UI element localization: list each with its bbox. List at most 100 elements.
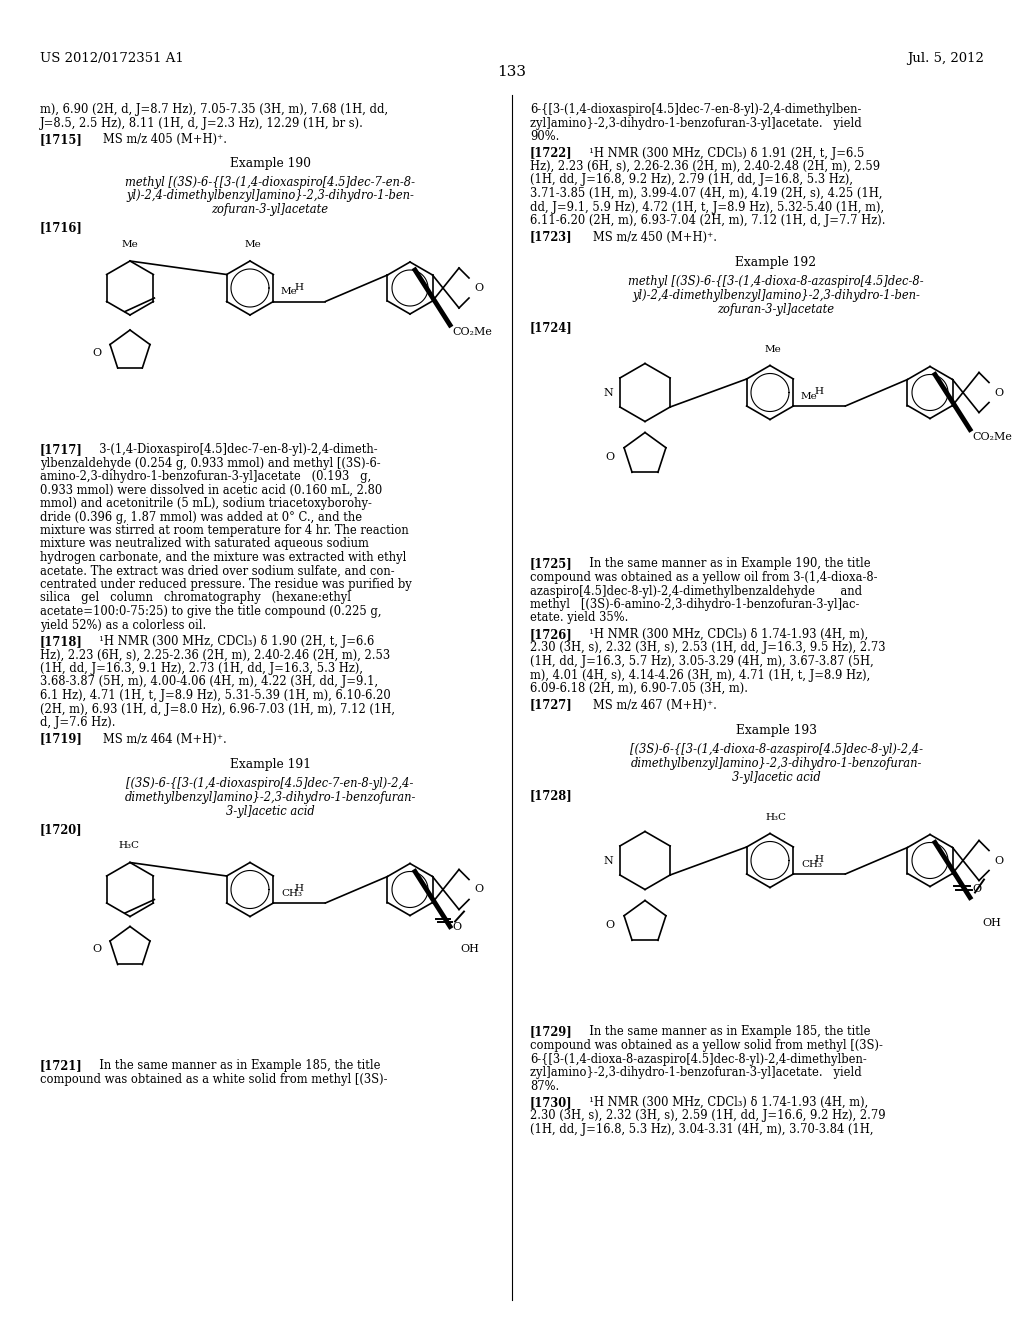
Text: (1H, dd, J=16.8, 9.2 Hz), 2.79 (1H, dd, J=16.8, 5.3 Hz),: (1H, dd, J=16.8, 9.2 Hz), 2.79 (1H, dd, … (530, 173, 853, 186)
Text: 6.11-6.20 (2H, m), 6.93-7.04 (2H, m), 7.12 (1H, d, J=7.7 Hz).: 6.11-6.20 (2H, m), 6.93-7.04 (2H, m), 7.… (530, 214, 886, 227)
Text: acetate. The extract was dried over sodium sulfate, and con-: acetate. The extract was dried over sodi… (40, 565, 394, 578)
Text: O: O (994, 855, 1004, 866)
Text: In the same manner as in Example 185, the title: In the same manner as in Example 185, th… (582, 1026, 870, 1039)
Text: Me: Me (765, 345, 781, 354)
Text: d, J=7.6 Hz).: d, J=7.6 Hz). (40, 715, 116, 729)
Text: methyl [(3S)-6-{[3-(1,4-dioxa-8-azaspiro[4.5]dec-8-: methyl [(3S)-6-{[3-(1,4-dioxa-8-azaspiro… (628, 276, 924, 289)
Text: yield 52%) as a colorless oil.: yield 52%) as a colorless oil. (40, 619, 206, 631)
Text: [1719]: [1719] (40, 733, 83, 746)
Text: O: O (92, 348, 101, 358)
Text: O: O (474, 884, 483, 895)
Text: MS m/z 450 (M+H)⁺.: MS m/z 450 (M+H)⁺. (582, 231, 717, 243)
Text: [1726]: [1726] (530, 628, 572, 642)
Text: Example 192: Example 192 (735, 256, 816, 269)
Text: [1716]: [1716] (40, 222, 83, 235)
Text: H₃C: H₃C (765, 813, 786, 821)
Text: (1H, dd, J=16.3, 5.7 Hz), 3.05-3.29 (4H, m), 3.67-3.87 (5H,: (1H, dd, J=16.3, 5.7 Hz), 3.05-3.29 (4H,… (530, 655, 873, 668)
Text: 2.30 (3H, s), 2.32 (3H, s), 2.53 (1H, dd, J=16.3, 9.5 Hz), 2.73: 2.30 (3H, s), 2.32 (3H, s), 2.53 (1H, dd… (530, 642, 886, 655)
Text: CO₂Me: CO₂Me (452, 327, 492, 337)
Text: [1715]: [1715] (40, 133, 83, 147)
Text: 6.1 Hz), 4.71 (1H, t, J=8.9 Hz), 5.31-5.39 (1H, m), 6.10-6.20: 6.1 Hz), 4.71 (1H, t, J=8.9 Hz), 5.31-5.… (40, 689, 391, 702)
Text: [1727]: [1727] (530, 698, 572, 711)
Text: mixture was stirred at room temperature for 4 hr. The reaction: mixture was stirred at room temperature … (40, 524, 409, 537)
Text: [1725]: [1725] (530, 557, 572, 570)
Text: OH: OH (982, 917, 1000, 928)
Text: acetate=100:0-75:25) to give the title compound (0.225 g,: acetate=100:0-75:25) to give the title c… (40, 605, 382, 618)
Text: m), 6.90 (2H, d, J=8.7 Hz), 7.05-7.35 (3H, m), 7.68 (1H, dd,: m), 6.90 (2H, d, J=8.7 Hz), 7.05-7.35 (3… (40, 103, 388, 116)
Text: CO₂Me: CO₂Me (972, 432, 1012, 441)
Text: O: O (605, 451, 614, 462)
Text: 3.71-3.85 (1H, m), 3.99-4.07 (4H, m), 4.19 (2H, s), 4.25 (1H,: 3.71-3.85 (1H, m), 3.99-4.07 (4H, m), 4.… (530, 187, 883, 201)
Text: US 2012/0172351 A1: US 2012/0172351 A1 (40, 51, 183, 65)
Text: 3.68-3.87 (5H, m), 4.00-4.06 (4H, m), 4.22 (3H, dd, J=9.1,: 3.68-3.87 (5H, m), 4.00-4.06 (4H, m), 4.… (40, 676, 378, 689)
Text: In the same manner as in Example 190, the title: In the same manner as in Example 190, th… (582, 557, 870, 570)
Text: Me: Me (122, 240, 138, 249)
Text: dimethylbenzyl]amino}-2,3-dihydro-1-benzofuran-: dimethylbenzyl]amino}-2,3-dihydro-1-benz… (631, 756, 922, 770)
Text: J=8.5, 2.5 Hz), 8.11 (1H, d, J=2.3 Hz), 12.29 (1H, br s).: J=8.5, 2.5 Hz), 8.11 (1H, d, J=2.3 Hz), … (40, 116, 364, 129)
Text: Me: Me (801, 392, 818, 401)
Text: [1730]: [1730] (530, 1096, 572, 1109)
Text: O: O (92, 945, 101, 954)
Text: ¹H NMR (300 MHz, CDCl₃) δ 1.90 (2H, t, J=6.6: ¹H NMR (300 MHz, CDCl₃) δ 1.90 (2H, t, J… (92, 635, 374, 648)
Text: compound was obtained as a yellow solid from methyl [(3S)-: compound was obtained as a yellow solid … (530, 1039, 883, 1052)
Text: 133: 133 (498, 65, 526, 79)
Text: compound was obtained as a yellow oil from 3-(1,4-dioxa-8-: compound was obtained as a yellow oil fr… (530, 572, 878, 583)
Text: ¹H NMR (300 MHz, CDCl₃) δ 1.74-1.93 (4H, m),: ¹H NMR (300 MHz, CDCl₃) δ 1.74-1.93 (4H,… (582, 1096, 868, 1109)
Text: Jul. 5, 2012: Jul. 5, 2012 (907, 51, 984, 65)
Text: ¹H NMR (300 MHz, CDCl₃) δ 1.91 (2H, t, J=6.5: ¹H NMR (300 MHz, CDCl₃) δ 1.91 (2H, t, J… (582, 147, 864, 160)
Text: H₃C: H₃C (118, 842, 139, 850)
Text: ¹H NMR (300 MHz, CDCl₃) δ 1.74-1.93 (4H, m),: ¹H NMR (300 MHz, CDCl₃) δ 1.74-1.93 (4H,… (582, 628, 868, 642)
Text: CH₃: CH₃ (801, 861, 822, 869)
Text: yl)-2,4-dimethylbenzyl]amino}-2,3-dihydro-1-ben-: yl)-2,4-dimethylbenzyl]amino}-2,3-dihydr… (126, 190, 414, 202)
Text: hydrogen carbonate, and the mixture was extracted with ethyl: hydrogen carbonate, and the mixture was … (40, 550, 407, 564)
Text: 6.09-6.18 (2H, m), 6.90-7.05 (3H, m).: 6.09-6.18 (2H, m), 6.90-7.05 (3H, m). (530, 682, 748, 696)
Text: Me: Me (245, 240, 262, 249)
Text: MS m/z 464 (M+H)⁺.: MS m/z 464 (M+H)⁺. (92, 733, 226, 746)
Text: 87%.: 87%. (530, 1080, 559, 1093)
Text: Hz), 2.23 (6H, s), 2.26-2.36 (2H, m), 2.40-2.48 (2H, m), 2.59: Hz), 2.23 (6H, s), 2.26-2.36 (2H, m), 2.… (530, 160, 880, 173)
Text: 2.30 (3H, s), 2.32 (3H, s), 2.59 (1H, dd, J=16.6, 9.2 Hz), 2.79: 2.30 (3H, s), 2.32 (3H, s), 2.59 (1H, dd… (530, 1110, 886, 1122)
Text: N: N (603, 388, 613, 397)
Text: 0.933 mmol) were dissolved in acetic acid (0.160 mL, 2.80: 0.933 mmol) were dissolved in acetic aci… (40, 483, 382, 496)
Text: [1723]: [1723] (530, 231, 572, 243)
Text: H: H (295, 884, 304, 894)
Text: mixture was neutralized with saturated aqueous sodium: mixture was neutralized with saturated a… (40, 537, 369, 550)
Text: (1H, dd, J=16.3, 9.1 Hz), 2.73 (1H, dd, J=16.3, 5.3 Hz),: (1H, dd, J=16.3, 9.1 Hz), 2.73 (1H, dd, … (40, 663, 362, 675)
Text: OH: OH (460, 945, 479, 954)
Text: O: O (605, 920, 614, 929)
Text: ylbenzaldehyde (0.254 g, 0.933 mmol) and methyl [(3S)-6-: ylbenzaldehyde (0.254 g, 0.933 mmol) and… (40, 457, 381, 470)
Text: m), 4.01 (4H, s), 4.14-4.26 (3H, m), 4.71 (1H, t, J=8.9 Hz),: m), 4.01 (4H, s), 4.14-4.26 (3H, m), 4.7… (530, 668, 870, 681)
Text: Hz), 2.23 (6H, s), 2.25-2.36 (2H, m), 2.40-2.46 (2H, m), 2.53: Hz), 2.23 (6H, s), 2.25-2.36 (2H, m), 2.… (40, 648, 390, 661)
Text: Example 191: Example 191 (229, 758, 310, 771)
Text: zyl]amino}-2,3-dihydro-1-benzofuran-3-yl]acetate.   yield: zyl]amino}-2,3-dihydro-1-benzofuran-3-yl… (530, 116, 862, 129)
Text: centrated under reduced pressure. The residue was purified by: centrated under reduced pressure. The re… (40, 578, 412, 591)
Text: MS m/z 405 (M+H)⁺.: MS m/z 405 (M+H)⁺. (92, 133, 227, 147)
Text: dimethylbenzyl]amino}-2,3-dihydro-1-benzofuran-: dimethylbenzyl]amino}-2,3-dihydro-1-benz… (124, 791, 416, 804)
Text: H: H (815, 387, 824, 396)
Text: [1724]: [1724] (530, 321, 572, 334)
Text: etate. yield 35%.: etate. yield 35%. (530, 611, 629, 624)
Text: (1H, dd, J=16.8, 5.3 Hz), 3.04-3.31 (4H, m), 3.70-3.84 (1H,: (1H, dd, J=16.8, 5.3 Hz), 3.04-3.31 (4H,… (530, 1123, 873, 1137)
Text: 3-(1,4-Dioxaspiro[4.5]dec-7-en-8-yl)-2,4-dimeth-: 3-(1,4-Dioxaspiro[4.5]dec-7-en-8-yl)-2,4… (92, 444, 378, 455)
Text: 3-yl]acetic acid: 3-yl]acetic acid (731, 771, 820, 784)
Text: zofuran-3-yl]acetate: zofuran-3-yl]acetate (718, 302, 835, 315)
Text: Example 193: Example 193 (735, 723, 816, 737)
Text: CH₃: CH₃ (281, 888, 302, 898)
Text: 6-{[3-(1,4-dioxaspiro[4.5]dec-7-en-8-yl)-2,4-dimethylben-: 6-{[3-(1,4-dioxaspiro[4.5]dec-7-en-8-yl)… (530, 103, 861, 116)
Text: [1718]: [1718] (40, 635, 83, 648)
Text: [(3S)-6-{[3-(1,4-dioxaspiro[4.5]dec-7-en-8-yl)-2,4-: [(3S)-6-{[3-(1,4-dioxaspiro[4.5]dec-7-en… (126, 777, 414, 791)
Text: Example 190: Example 190 (229, 157, 310, 169)
Text: 90%.: 90%. (530, 129, 559, 143)
Text: [1720]: [1720] (40, 822, 83, 836)
Text: zofuran-3-yl]acetate: zofuran-3-yl]acetate (212, 203, 329, 216)
Text: O: O (972, 884, 981, 895)
Text: azaspiro[4.5]dec-8-yl)-2,4-dimethylbenzaldehyde       and: azaspiro[4.5]dec-8-yl)-2,4-dimethylbenza… (530, 585, 862, 598)
Text: [1729]: [1729] (530, 1026, 572, 1039)
Text: 6-{[3-(1,4-dioxa-8-azaspiro[4.5]dec-8-yl)-2,4-dimethylben-: 6-{[3-(1,4-dioxa-8-azaspiro[4.5]dec-8-yl… (530, 1052, 866, 1065)
Text: methyl   [(3S)-6-amino-2,3-dihydro-1-benzofuran-3-yl]ac-: methyl [(3S)-6-amino-2,3-dihydro-1-benzo… (530, 598, 859, 611)
Text: In the same manner as in Example 185, the title: In the same manner as in Example 185, th… (92, 1060, 381, 1072)
Text: H: H (815, 855, 824, 865)
Text: [1722]: [1722] (530, 147, 572, 160)
Text: [(3S)-6-{[3-(1,4-dioxa-8-azaspiro[4.5]dec-8-yl)-2,4-: [(3S)-6-{[3-(1,4-dioxa-8-azaspiro[4.5]de… (630, 743, 923, 756)
Text: (2H, m), 6.93 (1H, d, J=8.0 Hz), 6.96-7.03 (1H, m), 7.12 (1H,: (2H, m), 6.93 (1H, d, J=8.0 Hz), 6.96-7.… (40, 702, 395, 715)
